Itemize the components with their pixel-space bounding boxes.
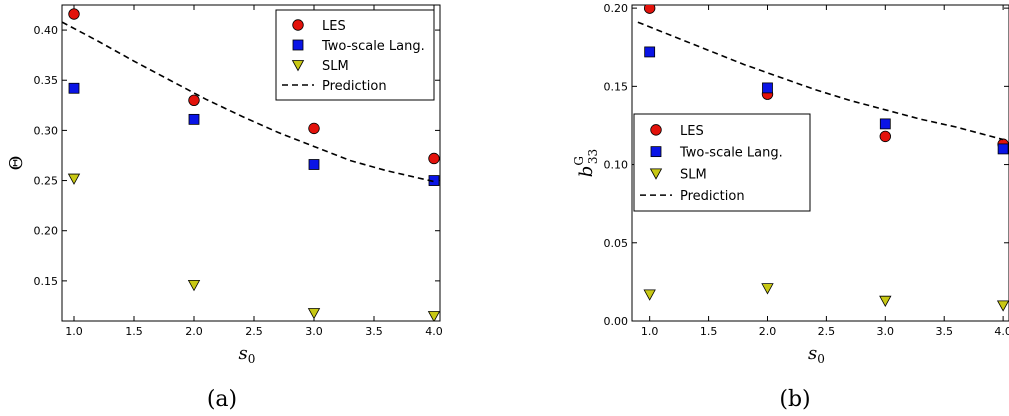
- legend: LES Two-scale Lang. SLM Prediction: [275, 9, 435, 101]
- y-tick-label: 0.25: [34, 175, 59, 188]
- point-les: [643, 5, 656, 14]
- point-slm: [643, 289, 656, 301]
- x-tick-label: 2.0: [759, 325, 777, 338]
- point-two-scale-lang: [762, 82, 773, 94]
- x-tick-label: 1.0: [641, 325, 659, 338]
- y-tick-label: 0.20: [604, 2, 629, 15]
- y-axis-label: bG33: [572, 149, 600, 177]
- point-slm: [996, 300, 1009, 312]
- point-two-scale-lang: [68, 82, 80, 94]
- point-two-scale-lang: [644, 46, 656, 58]
- point-slm: [67, 173, 81, 185]
- legend-marker-swatch: [650, 146, 662, 158]
- x-tick-label: 2.0: [185, 325, 203, 338]
- x-tick-label: 1.5: [125, 325, 143, 338]
- y-tick-label: 0.15: [34, 275, 59, 288]
- plot-area: [62, 8, 440, 321]
- x-tick-label: 3.5: [365, 325, 383, 338]
- x-tick-label: 3.0: [877, 325, 895, 338]
- axes-frame: [631, 4, 1009, 322]
- point-two-scale-lang: [188, 113, 200, 125]
- x-axis-label: s0: [808, 343, 825, 366]
- x-tick-label: 3.0: [305, 325, 323, 338]
- y-tick-label: 0.40: [34, 24, 59, 37]
- point-les: [308, 122, 320, 135]
- legend-label: LES: [680, 124, 704, 139]
- legend-marker-swatch: [650, 124, 662, 136]
- legend-label: Prediction: [322, 79, 387, 94]
- y-tick-label: 0.15: [604, 80, 629, 93]
- point-slm: [427, 311, 440, 321]
- x-tick-label: 2.5: [818, 325, 836, 338]
- y-tick-label: 0.30: [34, 124, 59, 137]
- legend-label: SLM: [322, 59, 349, 74]
- point-two-scale-lang: [879, 118, 891, 130]
- y-tick-label: 0.10: [604, 159, 629, 172]
- plot-area: [637, 5, 1009, 312]
- point-slm: [879, 295, 892, 307]
- chart-panel-b: 1.0 1.5 2.0 2.5 3.0 3.5 4.0 0.00 0.05 0.10 0.15 0.2…: [572, 2, 1009, 412]
- point-les: [188, 94, 200, 107]
- x-tick-label: 4.0: [425, 325, 443, 338]
- point-slm: [307, 308, 321, 320]
- point-two-scale-lang: [997, 143, 1009, 155]
- axes-frame: [61, 4, 441, 322]
- legend-marker-swatch: [291, 60, 305, 72]
- legend-marker-swatch: [292, 19, 304, 31]
- x-axis-label: s0: [239, 343, 256, 366]
- legend-marker-swatch: [649, 168, 663, 180]
- x-tick-label: 2.5: [245, 325, 263, 338]
- legend-label: Two-scale Lang.: [679, 146, 783, 161]
- point-les: [879, 130, 891, 143]
- legend-label: Two-scale Lang.: [321, 39, 425, 54]
- prediction-line: [62, 21, 435, 183]
- point-slm: [761, 283, 774, 295]
- prediction-line: [637, 21, 1004, 141]
- point-les: [68, 8, 80, 20]
- y-tick-label: 0.05: [604, 237, 629, 250]
- panel-caption: (a): [207, 387, 237, 412]
- y-axis-label: Θ: [6, 156, 27, 171]
- x-tick-label: 1.5: [700, 325, 718, 338]
- point-slm: [187, 279, 201, 292]
- point-two-scale-lang: [308, 159, 320, 170]
- legend-label: LES: [322, 19, 346, 34]
- x-tick-label: 3.5: [935, 325, 953, 338]
- legend-label: Prediction: [680, 189, 745, 204]
- y-tick-label: 0.20: [34, 225, 59, 238]
- y-tick-label: 0.35: [34, 74, 59, 87]
- x-tick-label: 1.0: [65, 325, 83, 338]
- y-tick-label: 0.00: [604, 315, 629, 328]
- legend: LES Two-scale Lang. SLM Prediction: [633, 113, 811, 212]
- panel-caption: (b): [779, 387, 810, 412]
- point-les: [428, 152, 440, 165]
- legend-marker-swatch: [292, 39, 304, 51]
- x-tick-label: 4.0: [994, 325, 1009, 338]
- chart-panel-a: 1.0 1.5 2.0 2.5 3.0 3.5 4.0 0.15 0.20 0.25 0.30 0.3…: [6, 4, 443, 412]
- legend-label: SLM: [680, 167, 707, 182]
